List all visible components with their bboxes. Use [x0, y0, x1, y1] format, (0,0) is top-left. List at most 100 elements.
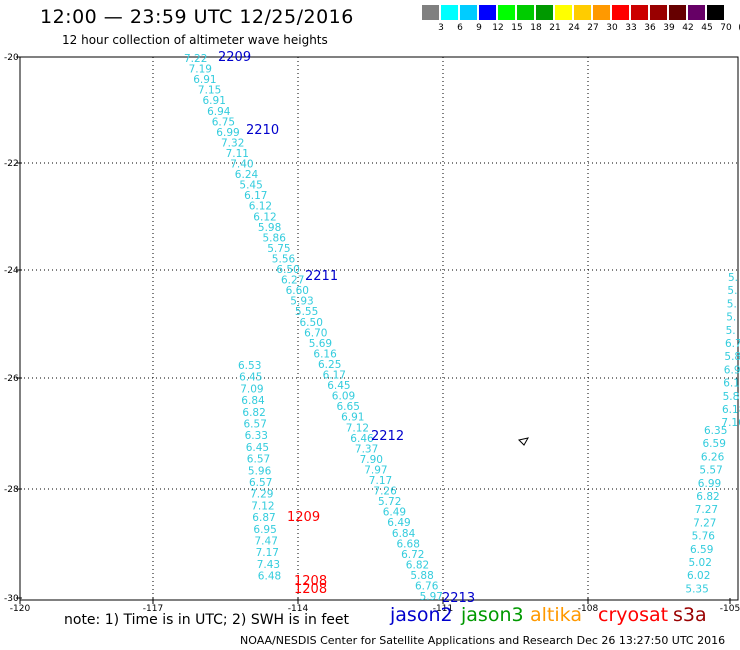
- wave-height-value: 6.84: [392, 528, 416, 540]
- wave-height-value: 6.35: [704, 425, 727, 437]
- wave-height-value: 6.17: [244, 190, 267, 202]
- scale-label: (ft): [735, 23, 740, 33]
- wave-height-value: 5.02: [689, 557, 712, 569]
- wave-height-value: 5.86: [263, 232, 287, 244]
- pass-label: 2212: [371, 429, 404, 444]
- wave-height-value: 5.: [728, 272, 738, 284]
- wave-height-value: 6.82: [406, 559, 429, 571]
- pass-label: 2209: [218, 50, 251, 65]
- wave-height-value: 6.33: [245, 430, 268, 442]
- wave-height-value: 6.82: [696, 491, 719, 503]
- wave-height-value: 5.72: [378, 496, 401, 508]
- wave-tracks: 7.227.196.917.156.916.946.756.997.327.11…: [184, 50, 740, 606]
- map-title: 12:00 — 23:59 UTC 12/25/2016: [40, 6, 354, 28]
- wave-height-value: 6.87: [252, 512, 275, 524]
- wave-height-value: 5.97: [420, 591, 443, 603]
- wave-height-value: 6.95: [253, 524, 276, 536]
- wave-height-value: 7.97: [364, 465, 387, 477]
- pass-label: 1208: [294, 574, 327, 589]
- map-grid: -20 -22 -24 -26 -28 -30-120 -117 -114 -111 -108 -1…: [4, 53, 740, 614]
- ship-marker-icon: [518, 437, 529, 446]
- lon-label: -117: [143, 604, 163, 614]
- wave-height-value: 6.17: [323, 370, 346, 382]
- pass-label: 1209: [287, 510, 320, 525]
- scale-swatch: [593, 5, 610, 20]
- wave-height-value: 6.12: [249, 201, 272, 213]
- wave-height-value: 6.96: [724, 364, 740, 376]
- scale-swatch: [574, 5, 591, 20]
- wave-height-value: 5.: [726, 312, 736, 324]
- wave-height-value: 5.: [727, 298, 737, 310]
- wave-height-value: 7.26: [373, 486, 397, 498]
- scale-label: 18: [530, 23, 542, 33]
- scale-label: 42: [682, 23, 694, 33]
- wave-height-value: 6.16: [313, 348, 337, 360]
- wave-height-value: 6.76: [415, 581, 439, 593]
- wave-height-value: 6.24: [235, 169, 259, 181]
- wave-height-value: 7.27: [693, 517, 716, 529]
- pass-label: 1208: [294, 582, 327, 597]
- wave-height-value: 5.57: [699, 465, 722, 477]
- wave-height-value: 5.96: [248, 465, 272, 477]
- scale-label: 33: [625, 23, 637, 33]
- pass-label: 2210: [246, 123, 279, 138]
- scale-label: 12: [492, 23, 504, 33]
- wave-height-value: 5.82: [723, 391, 740, 403]
- wave-height-value: 7.17: [369, 475, 392, 487]
- wave-height-value: 7.16: [721, 417, 740, 429]
- scale-swatch: [707, 5, 724, 20]
- scale-swatch: [536, 5, 553, 20]
- scale-label: 39: [663, 23, 675, 33]
- satellite-s3a: s3a: [673, 604, 707, 626]
- wave-height-value: 6.7: [725, 338, 740, 350]
- wave-height-value: 6.60: [286, 285, 309, 297]
- lat-label: -20: [4, 53, 19, 63]
- wave-height-value: 5.69: [309, 338, 332, 350]
- lon-label: -108: [578, 604, 599, 614]
- wave-height-value: 6.18: [722, 404, 740, 416]
- wave-height-value: 6.59: [703, 438, 726, 450]
- scale-label: 45: [701, 23, 713, 33]
- pass-label: 2213: [442, 591, 475, 606]
- scale-label: 9: [476, 23, 482, 33]
- scale-swatch: [479, 5, 496, 20]
- wave-height-value: 6.45: [246, 442, 269, 454]
- lon-label: -114: [288, 604, 309, 614]
- wave-height-value: 6.70: [304, 327, 327, 339]
- wave-height-value: 6.72: [401, 549, 424, 561]
- wave-height-value: 6.59: [690, 544, 713, 556]
- wave-height-value: 5.35: [685, 583, 708, 595]
- wave-height-value: 6.09: [332, 391, 355, 403]
- wave-height-value: 5.93: [290, 296, 313, 308]
- credit-line: NOAA/NESDIS Center for Satellite Applica…: [240, 634, 726, 647]
- wave-height-value: 6.84: [241, 395, 265, 407]
- scale-label: 27: [587, 23, 599, 33]
- wave-height-value: 7.17: [256, 547, 279, 559]
- wave-height-value: 6.91: [341, 412, 364, 424]
- wave-height-value: 6.99: [216, 127, 239, 139]
- wave-height-value: 7.15: [198, 85, 221, 97]
- wave-height-value: 7.19: [189, 64, 212, 76]
- scale-swatch: [631, 5, 648, 20]
- wave-height-value: 7.11: [226, 148, 249, 160]
- lon-label: -120: [10, 604, 31, 614]
- wave-height-value: 6.53: [238, 360, 261, 372]
- scale-swatch: [441, 5, 458, 20]
- scale-label: 24: [568, 23, 580, 33]
- wave-height-value: 5.75: [267, 243, 290, 255]
- wave-height-value: 6.57: [244, 419, 267, 431]
- wave-height-value: 7.09: [240, 383, 263, 395]
- lat-label: -26: [4, 374, 19, 384]
- wave-height-value: 7.22: [184, 53, 207, 65]
- lat-label: -22: [4, 159, 19, 169]
- scale-label: 36: [644, 23, 656, 33]
- wave-height-value: 6.26: [701, 451, 725, 463]
- wave-height-value: 6.12: [253, 211, 276, 223]
- satellite-jason2: jason2: [390, 604, 453, 626]
- wave-height-value: 6.02: [687, 570, 710, 582]
- wave-height-value: 6.45: [327, 380, 350, 392]
- lon-label: -111: [433, 604, 453, 614]
- wave-height-value: 5.8: [724, 351, 740, 363]
- wave-height-value: 5.: [727, 285, 737, 297]
- wave-height-value: 5.45: [239, 180, 262, 192]
